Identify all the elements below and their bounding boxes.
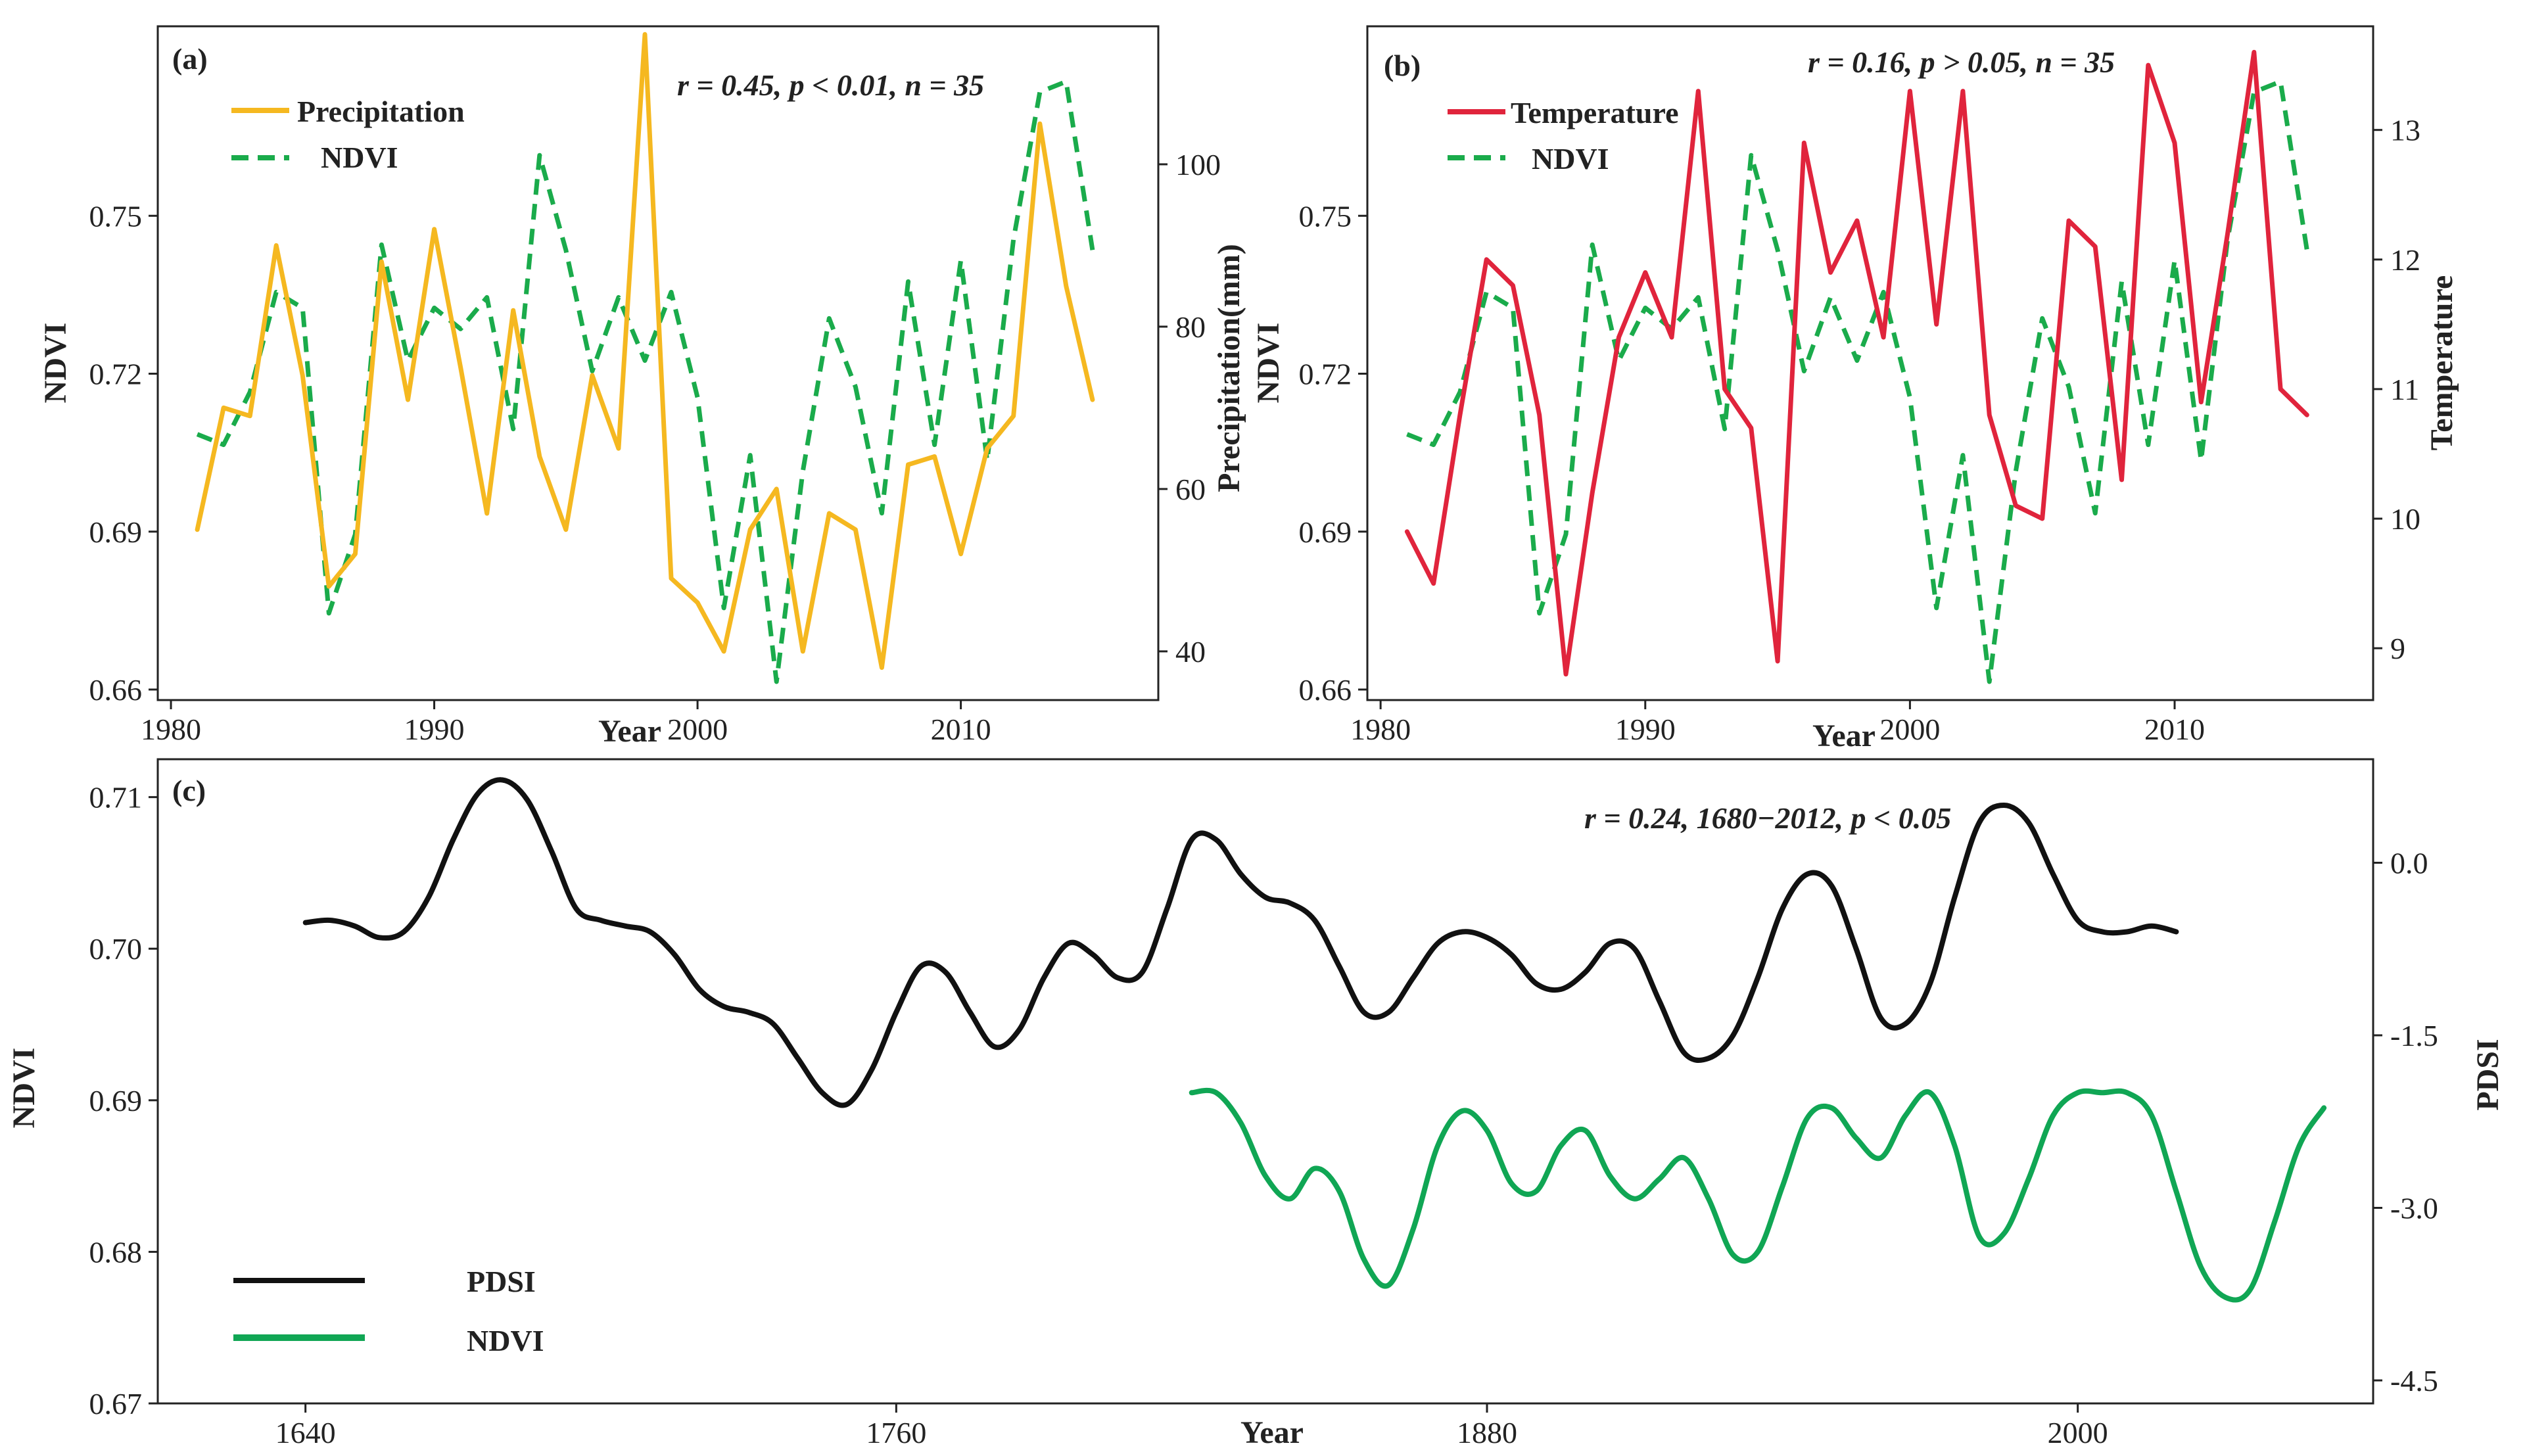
y2-tick-label: 11 [2390,373,2419,406]
panel-c-x-ticks: 1640 1760 1880 2000 [275,1403,2108,1449]
y2-tick-label: 10 [2390,502,2420,536]
panel-b-annotation: r = 0.16, p > 0.05, n = 35 [1808,45,2115,79]
panel-b: 1980 1990 2000 2010 0.66 0.69 0.72 0.75 9 10 11 1… [1251,25,2459,753]
panel-a-series [195,32,1095,684]
y2-tick-label: 13 [2390,114,2420,147]
x-tick-label: 2010 [931,713,991,746]
panel-c-label: (c) [172,774,206,807]
panel-b-y-ticks: 0.66 0.69 0.72 0.75 [1299,199,1367,707]
y-tick-label: 0.72 [89,358,143,391]
y2-tick-label: 9 [2390,632,2405,665]
y-tick-label: 0.75 [1299,199,1352,233]
y-tick-label: 0.68 [89,1235,143,1269]
series-temperature-line-b [1404,49,2309,677]
y2-tick-label: 40 [1175,635,1206,669]
panel-a-annotation: r = 0.45, p < 0.01, n = 35 [677,68,984,102]
y-tick-label: 0.69 [89,515,143,549]
x-tick-label: 1880 [1457,1416,1517,1449]
series-precipitation-line-a [195,32,1095,670]
panel-a-x-ticks: 1980 1990 2000 2010 [141,700,991,746]
y2-tick-label: -4.5 [2390,1364,2438,1397]
y-tick-label: 0.71 [89,781,143,814]
x-tick-label: 2000 [2048,1416,2108,1449]
x-tick-label: 2010 [2144,713,2205,746]
y2-tick-label: 0.0 [2390,847,2428,880]
panel-b-label: (b) [1384,49,1421,82]
panel-a-label: (a) [172,42,208,76]
y-tick-label: 0.75 [89,199,143,233]
y-tick-label: 0.72 [1299,358,1352,391]
series-pdsi-line-c [302,777,2179,1108]
y-tick-label: 0.69 [89,1084,143,1117]
legend-ndvi-a-label: NDVI [321,141,398,174]
y2-tick-label: -3.0 [2390,1192,2438,1225]
panel-a-ylabel: NDVI [38,323,73,404]
y2-tick-label: -1.5 [2390,1019,2438,1052]
panel-a-frame [156,25,1160,701]
x-tick-label: 1990 [404,713,465,746]
panel-b-series [1404,49,2309,684]
y-tick-label: 0.67 [89,1387,143,1421]
y-tick-label: 0.66 [1299,673,1352,707]
y-tick-label: 0.66 [89,673,143,707]
x-tick-label: 2000 [667,713,728,746]
x-tick-label: 1990 [1615,713,1676,746]
y2-tick-label: 100 [1175,148,1221,181]
panel-c-annotation: r = 0.24, 1680−2012, p < 0.05 [1584,801,1951,835]
panel-a-y2label: Precipitation(mm) [1212,244,1246,492]
x-tick-label: 1640 [275,1416,336,1449]
panel-b-xlabel: Year [1812,718,1876,753]
panel-b-x-ticks: 1980 1990 2000 2010 [1350,700,2205,746]
y2-tick-label: 80 [1175,310,1206,344]
panel-c-series [302,777,2327,1303]
legend-ndvi-b-label: NDVI [1532,142,1609,176]
legend-ndvi-c-label: NDVI [467,1324,544,1357]
y-tick-label: 0.69 [1299,515,1352,549]
series-ndvi-line-a [196,79,1095,684]
y2-tick-label: 12 [2390,243,2420,277]
panel-c-y2-ticks: -4.5 -3.0 -1.5 0.0 [2373,847,2438,1397]
panel-c-ylabel: NDVI [7,1048,41,1129]
panel-b-y2label: Temperature [2424,275,2459,451]
series-ndvi-line-c [1189,1087,2327,1303]
series-ndvi-line-b [1406,79,2309,684]
x-tick-label: 1980 [1350,713,1411,746]
legend-temp-label: Temperature [1511,96,1679,129]
panel-a: 1980 1990 2000 2010 0.66 0.69 0.72 0.75 40 60 80… [38,25,1246,749]
y-tick-label: 0.70 [89,932,143,966]
panel-b-ylabel: NDVI [1251,323,1286,404]
x-tick-label: 2000 [1879,713,1940,746]
panel-c-y2label: PDSI [2470,1039,2505,1110]
legend-precip-label: Precipitation [297,95,465,128]
panel-a-xlabel: Year [598,714,661,749]
panel-c-frame [156,758,2374,1405]
panel-b-frame [1366,25,2374,701]
x-tick-label: 1760 [866,1416,926,1449]
x-tick-label: 1980 [141,713,201,746]
panel-c: 1640 1760 1880 2000 0.67 0.68 0.69 0.70 0.71 -4… [7,758,2505,1450]
panel-b-y2-ticks: 9 10 11 12 13 [2373,114,2420,665]
panel-a-y-ticks: 0.66 0.69 0.72 0.75 [89,199,158,707]
panel-c-y-ticks: 0.67 0.68 0.69 0.70 0.71 [89,781,158,1421]
panel-a-y2-ticks: 40 60 80 100 [1158,148,1221,669]
y2-tick-label: 60 [1175,473,1206,506]
legend-pdsi-label: PDSI [467,1265,536,1298]
panel-c-xlabel: Year [1240,1415,1304,1450]
